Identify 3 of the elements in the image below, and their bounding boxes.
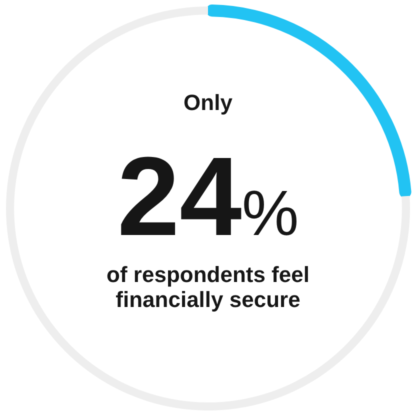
data-label: 24% bbox=[117, 134, 299, 259]
text: of respondents feel financially secure bbox=[106, 262, 310, 312]
text: Only bbox=[184, 90, 234, 115]
